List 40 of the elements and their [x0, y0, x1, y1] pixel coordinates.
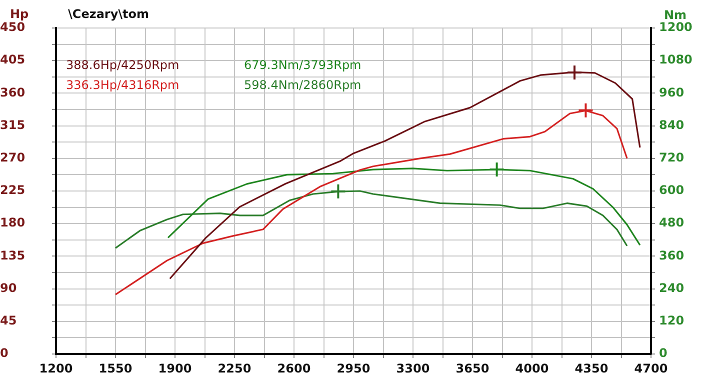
y-tick-label: 360 — [0, 85, 26, 100]
chart-title: \Cezary\tom — [68, 7, 150, 22]
x-tick-label: 3300 — [396, 361, 430, 376]
x-tick-label: 2950 — [336, 361, 370, 376]
x-tick-label: 4700 — [634, 361, 668, 376]
y-tick-label: 0 — [0, 346, 8, 360]
y-tick-label: 90 — [0, 280, 17, 295]
y-tick-label: 270 — [0, 150, 26, 165]
y2-tick-label: 240 — [659, 280, 684, 295]
y-axis-title: Hp — [10, 7, 30, 22]
y2-axis-title: Nm — [664, 8, 687, 22]
x-tick-label: 1200 — [39, 361, 73, 376]
y-tick-label: 180 — [0, 216, 26, 230]
y2-tick-label: 1200 — [659, 20, 692, 34]
y-tick-label: 45 — [0, 314, 17, 328]
x-tick-label: 3650 — [456, 361, 490, 376]
y2-tick-label: 720 — [659, 150, 684, 165]
x-tick-label: 1550 — [98, 361, 132, 376]
x-tick-label: 2250 — [218, 361, 252, 376]
y-tick-label: 405 — [0, 52, 26, 67]
x-tick-label: 4350 — [574, 361, 608, 376]
x-tick-label: 2600 — [277, 361, 311, 376]
y2-tick-label: 1080 — [659, 52, 692, 67]
annotation: 388.6Hp/4250Rpm — [66, 58, 180, 72]
annotation: 679.3Nm/3793Rpm — [244, 58, 362, 72]
y-tick-label: 225 — [0, 183, 26, 198]
y2-tick-label: 360 — [659, 248, 684, 262]
y2-tick-label: 840 — [659, 118, 684, 132]
y-tick-label: 315 — [0, 118, 26, 132]
y2-tick-label: 960 — [659, 85, 684, 100]
x-tick-label: 1900 — [158, 361, 192, 376]
y-tick-label: 450 — [0, 20, 26, 34]
y2-tick-label: 120 — [659, 314, 684, 328]
x-tick-label: 4000 — [515, 361, 549, 376]
y2-tick-label: 0 — [659, 346, 668, 360]
annotation: 598.4Nm/2860Rpm — [244, 78, 362, 92]
y-tick-label: 135 — [0, 248, 26, 262]
annotation: 336.3Hp/4316Rpm — [66, 78, 180, 92]
y2-tick-label: 600 — [659, 183, 684, 198]
y2-tick-label: 480 — [659, 216, 684, 230]
